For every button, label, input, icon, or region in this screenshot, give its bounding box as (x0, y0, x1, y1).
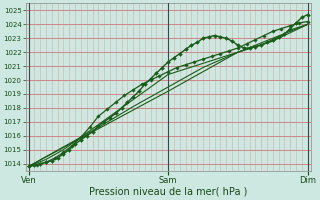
X-axis label: Pression niveau de la mer( hPa ): Pression niveau de la mer( hPa ) (89, 187, 247, 197)
